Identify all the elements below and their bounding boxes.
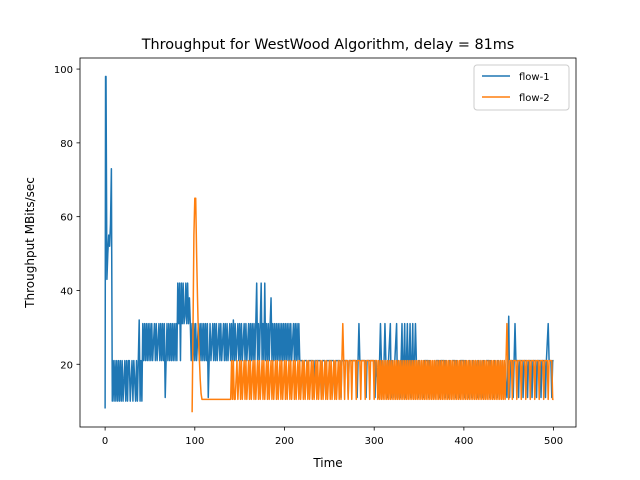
x-tick-label: 400	[454, 436, 473, 447]
legend: flow-1 flow-2	[473, 64, 570, 111]
series-line-flow-2	[191, 197, 554, 413]
x-tick-label: 200	[275, 436, 294, 447]
series-line-flow-1	[104, 75, 554, 409]
x-axis: 0 100 200 300 400 500	[102, 427, 563, 447]
plot-area	[104, 75, 554, 413]
x-tick-label: 300	[365, 436, 384, 447]
y-axis-label: Throughput MBits/sec	[23, 177, 37, 309]
y-axis: 20 40 60 80 100	[54, 65, 80, 371]
legend-label-flow-2: flow-2	[519, 93, 550, 104]
y-tick-label: 80	[60, 139, 73, 150]
y-tick-label: 60	[60, 213, 73, 224]
x-tick-label: 100	[185, 436, 204, 447]
y-tick-label: 40	[60, 286, 73, 297]
y-tick-label: 100	[54, 65, 73, 76]
chart-title: Throughput for WestWood Algorithm, delay…	[141, 37, 515, 53]
plot-frame	[79, 57, 577, 428]
y-tick-label: 20	[60, 360, 73, 371]
x-tick-label: 500	[544, 436, 563, 447]
legend-label-flow-1: flow-1	[519, 72, 550, 83]
x-tick-label: 0	[102, 436, 108, 447]
x-axis-label: Time	[312, 456, 342, 470]
